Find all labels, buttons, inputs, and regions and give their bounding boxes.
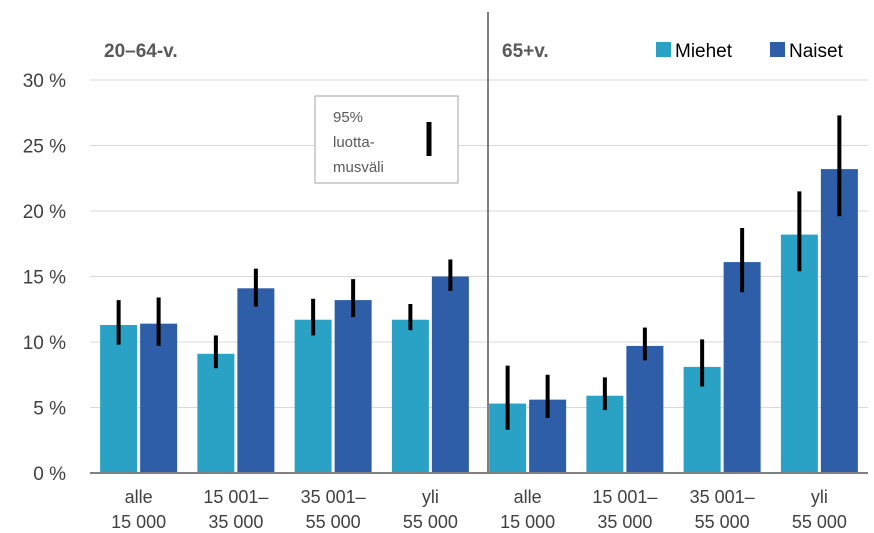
y-tick-label: 25 % bbox=[23, 137, 66, 158]
panel-label: 20–64-v. bbox=[104, 41, 178, 62]
y-tick-label: 5 % bbox=[33, 399, 66, 420]
x-tick-label: 15 000 bbox=[500, 512, 555, 532]
x-tick-label: 15 000 bbox=[111, 512, 166, 532]
panel-label: 65+v. bbox=[502, 41, 549, 62]
x-tick-label: 35 000 bbox=[597, 512, 652, 532]
x-tick-label: 15 001– bbox=[203, 487, 268, 507]
x-tick-label: 55 000 bbox=[306, 512, 361, 532]
ci-legend-box: 95% luotta- musväli bbox=[314, 95, 459, 184]
x-tick-label: 35 001– bbox=[690, 487, 755, 507]
bar-miehet bbox=[780, 234, 818, 473]
x-tick-label: 15 001– bbox=[592, 487, 657, 507]
ci-legend-line-1: 95% bbox=[333, 109, 363, 126]
x-tick-label: 55 000 bbox=[403, 512, 458, 532]
legend-swatch-miehet bbox=[656, 42, 671, 57]
x-tick-label: 55 000 bbox=[792, 512, 847, 532]
x-tick-label: 35 000 bbox=[208, 512, 263, 532]
legend-label-miehet: Miehet bbox=[675, 41, 733, 62]
bars bbox=[100, 169, 858, 473]
bar-naiset bbox=[237, 288, 275, 473]
error-bars bbox=[116, 115, 842, 430]
bar-naiset bbox=[820, 169, 858, 473]
x-tick-label: 35 001– bbox=[301, 487, 366, 507]
bar-naiset bbox=[626, 345, 664, 473]
bar-naiset bbox=[431, 276, 469, 473]
y-tick-label: 0 % bbox=[33, 464, 66, 485]
y-tick-label: 15 % bbox=[23, 268, 66, 289]
y-tick-label: 30 % bbox=[23, 71, 66, 92]
y-tick-label: 20 % bbox=[23, 202, 66, 223]
bar-miehet bbox=[294, 319, 332, 473]
bar-miehet bbox=[100, 324, 138, 473]
bar-naiset bbox=[140, 323, 178, 473]
x-tick-label: yli bbox=[422, 487, 439, 507]
bar-miehet bbox=[197, 353, 235, 473]
ci-legend-frame bbox=[314, 95, 459, 184]
bar-naiset bbox=[334, 300, 372, 473]
labels: 0 % 5 % 10 % 15 % 20 % 25 % 30 % 20–64-v. alle 15… bbox=[23, 41, 847, 532]
axes bbox=[90, 12, 868, 474]
x-tick-label: yli bbox=[811, 487, 828, 507]
legend: Miehet Naiset bbox=[656, 41, 844, 62]
x-tick-label: 55 000 bbox=[695, 512, 750, 532]
x-tick-label: alle bbox=[125, 487, 153, 507]
x-tick-label: alle bbox=[514, 487, 542, 507]
legend-label-naiset: Naiset bbox=[789, 41, 844, 62]
bar-miehet bbox=[391, 319, 429, 473]
ci-legend-line-2: luotta- bbox=[333, 134, 375, 151]
ci-legend-line-3: musväli bbox=[333, 159, 384, 176]
y-tick-label: 10 % bbox=[23, 333, 66, 354]
legend-swatch-naiset bbox=[770, 42, 785, 57]
bar-naiset bbox=[723, 262, 761, 473]
